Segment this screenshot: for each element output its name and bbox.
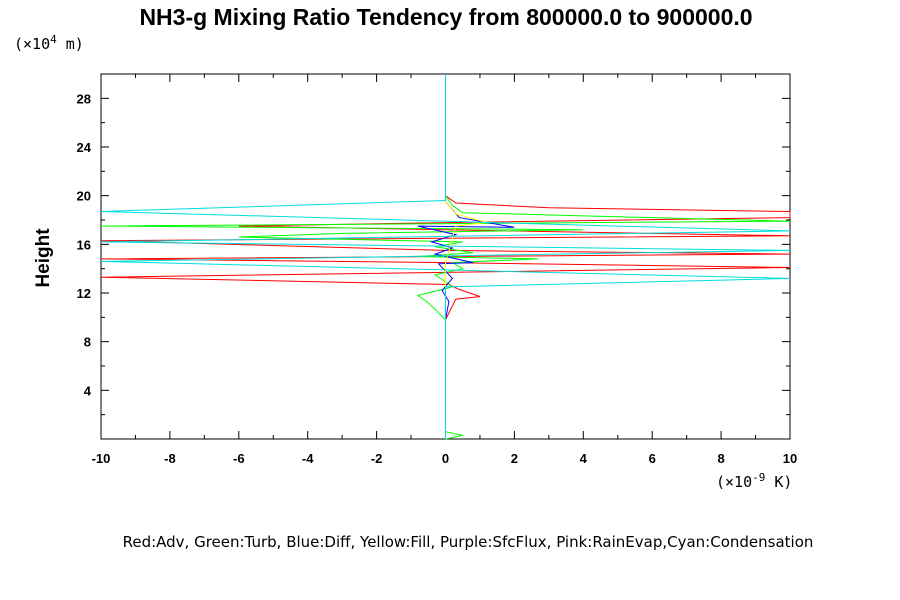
x-tick-labels: -10 -8 -6 -4 -2 0 2 4 6 8 10 [92, 451, 798, 466]
x-tick-label: 4 [580, 451, 588, 466]
x-tick-label: 6 [649, 451, 656, 466]
y-tick-label: 16 [77, 237, 91, 252]
x-tick-label: -4 [302, 451, 314, 466]
y-tick-label: 12 [77, 286, 91, 301]
y-tick-label: 4 [84, 383, 92, 398]
series-layer [100, 74, 791, 440]
legend: Red:Adv, Green:Turb, Blue:Diff, Yellow:F… [123, 533, 814, 551]
x-tick-label: 0 [442, 451, 449, 466]
x-tick-label: 8 [717, 451, 724, 466]
y-tick-label: 28 [77, 91, 91, 106]
x-tick-label: 10 [783, 451, 797, 466]
y-unit-label: (×104 m) [14, 33, 84, 53]
y-tick-label: 24 [77, 140, 92, 155]
chart-title: NH3-g Mixing Ratio Tendency from 800000.… [139, 4, 752, 30]
y-tick-label: 20 [77, 189, 91, 204]
series-turb [100, 74, 791, 440]
x-tick-label: -8 [164, 451, 176, 466]
series-adv [100, 74, 791, 433]
x-tick-label: -10 [92, 451, 111, 466]
x-tick-label: -2 [371, 451, 383, 466]
x-tick-label: -6 [233, 451, 245, 466]
y-tick-labels: 4 8 12 16 20 24 28 [77, 91, 92, 398]
y-tick-label: 8 [84, 335, 91, 350]
y-axis-title: Height [33, 228, 54, 288]
x-unit-label: (×10-9 K) [716, 471, 792, 491]
x-tick-label: 2 [511, 451, 518, 466]
series-condensation [100, 74, 791, 439]
